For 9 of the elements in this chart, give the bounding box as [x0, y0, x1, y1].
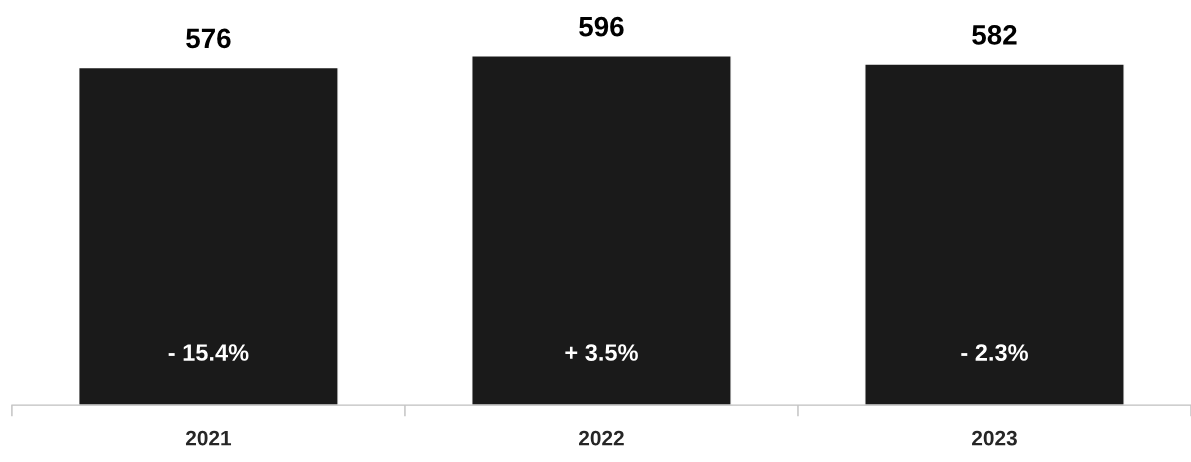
data-label: 596	[579, 16, 624, 37]
annotation: - 15.4%	[168, 344, 249, 361]
data-label: 582	[972, 25, 1017, 45]
x-tick-label: 2023	[972, 430, 1017, 446]
annotation: - 2.3%	[961, 344, 1028, 361]
data-label: 576	[186, 28, 231, 49]
annotation: + 3.5%	[565, 344, 638, 361]
x-tick-label: 2022	[579, 430, 624, 446]
x-tick-label: 2021	[185, 430, 232, 446]
